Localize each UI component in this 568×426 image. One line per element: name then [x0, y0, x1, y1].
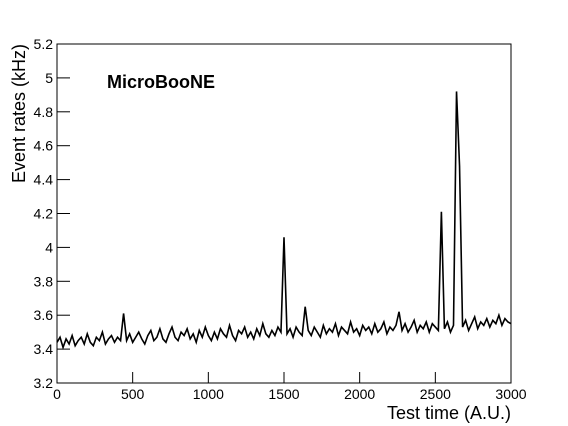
annotation: MicroBooNE [107, 72, 215, 92]
y-axis-title: Event rates (kHz) [9, 44, 29, 183]
x-axis-title: Test time (A.U.) [387, 403, 511, 423]
x-tick-label: 2500 [420, 386, 451, 402]
x-tick-label: 2000 [344, 386, 375, 402]
x-tick-label: 500 [121, 386, 145, 402]
y-tick-label: 3.2 [34, 375, 54, 391]
y-tick-label: 3.8 [34, 273, 54, 289]
y-tick-label: 4.6 [34, 138, 54, 154]
x-tick-label: 0 [53, 386, 61, 402]
y-tick-label: 5.2 [34, 36, 54, 52]
x-tick-label: 3000 [495, 386, 526, 402]
y-tick-label: 3.6 [34, 307, 54, 323]
y-tick-label: 4.4 [34, 172, 54, 188]
y-tick-label: 4.2 [34, 206, 54, 222]
y-tick-label: 4 [45, 239, 53, 255]
y-tick-label: 3.4 [34, 341, 54, 357]
x-tick-label: 1500 [268, 386, 299, 402]
x-tick-label: 1000 [193, 386, 224, 402]
data-line [56, 91, 512, 350]
y-tick-label: 4.8 [34, 104, 54, 120]
y-tick-label: 5 [45, 70, 53, 86]
